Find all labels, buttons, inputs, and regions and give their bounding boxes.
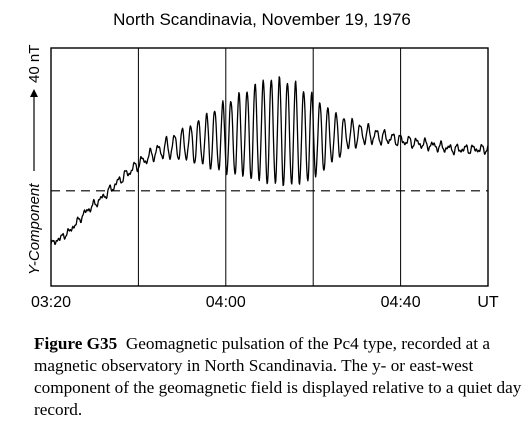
- chart-title: North Scandinavia, November 19, 1976: [113, 10, 411, 29]
- y-arrow-head-icon: [30, 89, 38, 97]
- figure-caption: Figure G35 Geomagnetic pulsation of the …: [34, 333, 524, 421]
- figure-label: Figure G35: [34, 334, 118, 353]
- caption-text: Geomagnetic pulsation of the Pc4 type, r…: [34, 334, 522, 419]
- series-line-y-component: [50, 76, 489, 245]
- grid-lines: [137, 48, 402, 286]
- y-component-label: Y-Component: [26, 183, 43, 275]
- y-scale-label: 40 nT: [26, 45, 43, 83]
- xtick-label-0440: 04:40: [381, 294, 421, 311]
- y-axis-label: Y-Component 40 nT: [26, 45, 43, 275]
- x-unit-label: UT: [477, 294, 499, 311]
- xtick-label-0400: 04:00: [206, 294, 246, 311]
- plot-frame: [50, 47, 489, 287]
- chart: North Scandinavia, November 19, 1976 03:…: [26, 10, 499, 311]
- xtick-label-0320: 03:20: [31, 294, 71, 311]
